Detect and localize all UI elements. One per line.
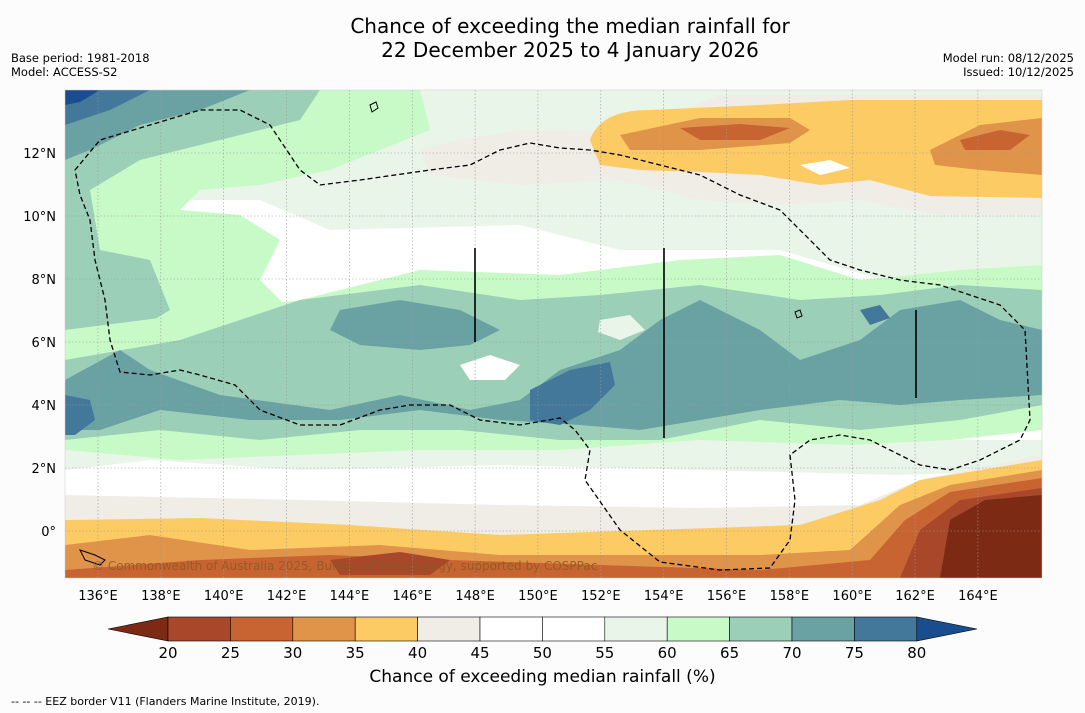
latitude-tick-label: 10°N — [23, 210, 56, 225]
islands — [79, 101, 803, 566]
latitude-tick-label: 2°N — [32, 462, 57, 477]
colorbar-tick-label: 35 — [346, 644, 365, 662]
colorbar-segment — [666, 616, 730, 642]
field-30-35-south — [65, 470, 1042, 578]
meridian-markers — [474, 248, 917, 438]
field-white-patch — [800, 160, 850, 175]
latitude-tick-label: 6°N — [32, 336, 57, 351]
longitude-tick-label: 142°E — [267, 589, 307, 604]
map-field — [65, 90, 1042, 578]
colorbar-tick-label: 50 — [533, 644, 552, 662]
longitude-tick-label: 148°E — [455, 589, 495, 604]
copyright-text: © Commonwealth of Australia 2025, Bureau… — [92, 559, 597, 573]
longitude-tick-label: 152°E — [581, 589, 621, 604]
longitude-tick-label: 138°E — [141, 589, 181, 604]
longitude-tick-label: 156°E — [707, 589, 747, 604]
map-frame — [64, 89, 1043, 579]
map-title-line2: 22 December 2025 to 4 January 2026 — [381, 38, 759, 62]
colorbar-tick-label: 65 — [720, 644, 739, 662]
longitude-tick-label: 150°E — [518, 589, 558, 604]
base-period: Base period: 1981-2018 — [11, 51, 150, 65]
field-80-nw — [65, 90, 100, 105]
colorbar-tick-label: 55 — [595, 644, 614, 662]
colorbar-tick-label: 45 — [470, 644, 489, 662]
colorbar — [107, 616, 978, 642]
colorbar-segment — [479, 616, 543, 642]
colorbar-tick-label: 40 — [408, 644, 427, 662]
longitude-tick-label: 160°E — [832, 589, 872, 604]
longitude-tick-label: 144°E — [330, 589, 370, 604]
colorbar-tick-label: 75 — [845, 644, 864, 662]
island-icon — [794, 309, 803, 319]
colorbar-segment — [230, 616, 294, 642]
colorbar-tick-label: 80 — [907, 644, 926, 662]
legend-title: Chance of exceeding median rainfall (%) — [369, 667, 716, 687]
latitude-tick-label: 4°N — [32, 399, 57, 414]
longitude-tick-label: 146°E — [392, 589, 432, 604]
model-name: Model: ACCESS-S2 — [11, 65, 118, 79]
eez-border — [74, 109, 1031, 571]
colorbar-extend-low — [107, 616, 169, 642]
colorbar-segment — [791, 616, 855, 642]
island-icon — [79, 549, 106, 566]
longitude-tick-label: 164°E — [958, 589, 998, 604]
latitude-labels: 12°N 10°N 8°N 6°N 4°N 2°N 0° — [23, 147, 56, 540]
eez-border-fsm — [74, 109, 1031, 571]
longitude-tick-label: 136°E — [78, 589, 118, 604]
colorbar-segment — [604, 616, 668, 642]
island-icon — [369, 101, 379, 113]
colorbar-segment — [354, 616, 418, 642]
colorbar-segment — [417, 616, 481, 642]
longitude-labels: 136°E 138°E 140°E 142°E 144°E 146°E 148°E 150°E… — [78, 589, 997, 604]
field-75-80-ne — [860, 305, 890, 325]
colorbar-segment — [292, 616, 356, 642]
colorbar-tick-label: 60 — [658, 644, 677, 662]
field-65-70-nw — [65, 90, 320, 340]
field-75-80-center — [530, 362, 615, 425]
model-run: Model run: 08/12/2025 — [942, 51, 1074, 65]
field-70-75-belt — [65, 300, 1042, 430]
latitude-tick-label: 0° — [41, 525, 56, 540]
field-25-30-ne2 — [960, 130, 1030, 150]
longitude-tick-label: 162°E — [895, 589, 935, 604]
longitude-tick-label: 158°E — [770, 589, 810, 604]
field-70-75-center — [330, 300, 500, 350]
colorbar-tick-label: 20 — [158, 644, 177, 662]
colorbar-segment — [854, 616, 918, 642]
colorbar-tick-label: 30 — [283, 644, 302, 662]
field-25-30-ne — [680, 124, 790, 140]
map-grid — [65, 90, 1042, 578]
colorbar-segment — [729, 616, 793, 642]
latitude-tick-label: 8°N — [32, 273, 57, 288]
longitude-tick-label: 154°E — [644, 589, 684, 604]
colorbar-extend-high — [916, 616, 978, 642]
longitude-tick-label: 140°E — [204, 589, 244, 604]
field-75-80-nw — [65, 90, 150, 125]
colorbar-tick-label: 70 — [782, 644, 801, 662]
colorbar-labels: 20 25 30 35 40 45 50 55 60 65 70 75 80 — [158, 644, 926, 662]
field-white-blob2 — [598, 315, 645, 340]
map-title-line1: Chance of exceeding the median rainfall … — [350, 14, 790, 38]
field-below20-south — [940, 495, 1042, 578]
colorbar-tick-label: 25 — [221, 644, 240, 662]
issued-date: Issued: 10/12/2025 — [963, 65, 1074, 79]
eez-footnote: -- -- -- EEZ border V11 (Flanders Marine… — [11, 695, 320, 708]
latitude-tick-label: 12°N — [23, 147, 56, 162]
colorbar-segment — [167, 616, 231, 642]
colorbar-segment — [542, 616, 606, 642]
